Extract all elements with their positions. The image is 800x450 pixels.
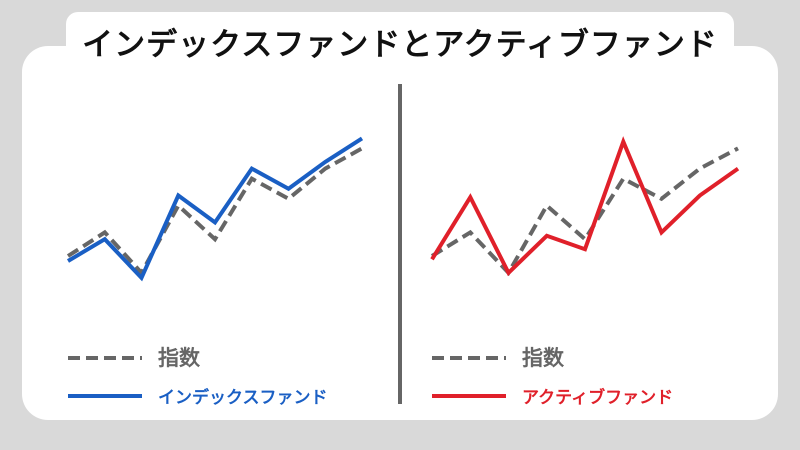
title-box: インデックスファンドとアクティブファンド [66, 12, 734, 70]
legend-label-2-2: アクティブファンド [522, 387, 673, 408]
series-line-1-2 [66, 136, 364, 282]
legend-label-1-1: 指数 [158, 346, 201, 370]
series-line-2-2 [430, 136, 740, 277]
legend-label-1-2: インデックスファンド [158, 387, 328, 408]
chart-title: インデックスファンドとアクティブファンド [82, 26, 718, 63]
series-line-2-1 [430, 146, 739, 277]
series-line-1-1 [66, 146, 363, 277]
legend-label-2-1: 指数 [522, 346, 565, 370]
